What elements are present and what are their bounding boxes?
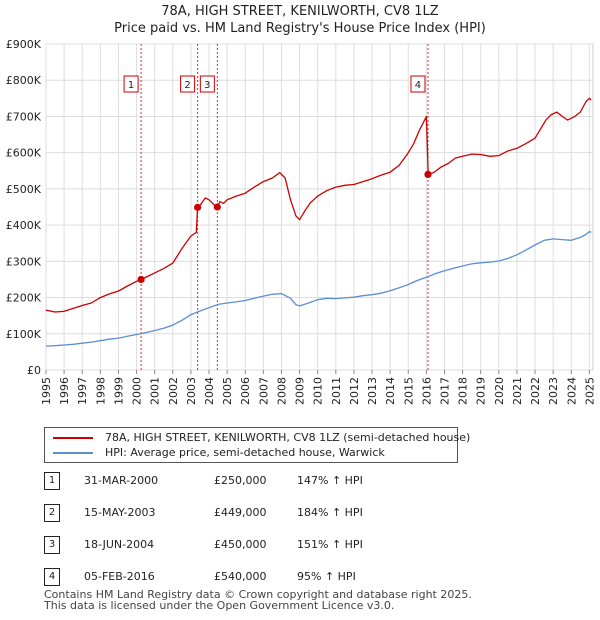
title-line-1: 78A, HIGH STREET, KENILWORTH, CV8 1LZ bbox=[161, 4, 439, 19]
price-chart: £0 £100K £200K £300K £400K £500K £600K £700K £80… bbox=[6, 38, 597, 405]
x-tick-label: 2019 bbox=[475, 377, 488, 405]
series bbox=[45, 97, 592, 347]
grid bbox=[45, 43, 594, 371]
sale-label-box bbox=[180, 75, 196, 93]
chart-title: 78A, HIGH STREET, KENILWORTH, CV8 1LZ Pr… bbox=[0, 3, 600, 37]
legend-label-property: 78A, HIGH STREET, KENILWORTH, CV8 1LZ (s… bbox=[105, 431, 471, 444]
row-number-badge: 2 bbox=[44, 504, 60, 522]
x-tick-label: 2005 bbox=[221, 377, 234, 405]
row-hpi: 147% ↑ HPI bbox=[297, 474, 363, 487]
y-tick-label: £800K bbox=[6, 74, 42, 87]
x-tick-label: 2018 bbox=[457, 377, 470, 405]
row-hpi: 184% ↑ HPI bbox=[297, 506, 363, 519]
x-tick-label: 2006 bbox=[239, 377, 252, 405]
legend-swatch-property bbox=[53, 437, 93, 439]
row-number-badge: 1 bbox=[44, 472, 60, 490]
x-tick-label: 2002 bbox=[167, 377, 180, 405]
sale-label-number: 3 bbox=[204, 80, 210, 91]
table-row: 3 18-JUN-2004 £450,000 151% ↑ HPI bbox=[44, 536, 464, 556]
sale-label-box bbox=[123, 75, 139, 93]
x-tick-label: 2022 bbox=[529, 377, 542, 405]
x-tick-label: 2023 bbox=[547, 377, 560, 405]
x-tick-label: 2020 bbox=[493, 377, 506, 405]
sale-label-box bbox=[199, 75, 215, 93]
x-tick-label: 1996 bbox=[58, 377, 71, 405]
x-tick-label: 2013 bbox=[366, 377, 379, 405]
x-tick-label: 2009 bbox=[294, 377, 307, 405]
sale-label-box bbox=[410, 75, 426, 93]
footer: Contains HM Land Registry data © Crown c… bbox=[44, 589, 472, 611]
x-tick-label: 2016 bbox=[420, 377, 433, 405]
x-tick-label: 2001 bbox=[149, 377, 162, 405]
x-tick-label: 2010 bbox=[312, 377, 325, 405]
sale-points bbox=[137, 170, 432, 284]
x-tick-label: 2007 bbox=[257, 377, 270, 405]
row-date: 15-MAY-2003 bbox=[84, 506, 156, 519]
table-row: 1 31-MAR-2000 £250,000 147% ↑ HPI bbox=[44, 472, 464, 492]
series-line-property bbox=[45, 97, 592, 313]
y-tick-label: £0 bbox=[27, 364, 41, 377]
x-tick-label: 2021 bbox=[511, 377, 524, 405]
series-line-hpi bbox=[45, 230, 592, 347]
plot-area bbox=[45, 43, 594, 371]
row-hpi: 151% ↑ HPI bbox=[297, 538, 363, 551]
row-price: £450,000 bbox=[214, 538, 267, 551]
y-tick-label: £100K bbox=[6, 328, 42, 341]
x-tick-label: 2000 bbox=[131, 377, 144, 405]
x-tick-label: 2011 bbox=[330, 377, 343, 405]
x-tick-label: 2024 bbox=[565, 377, 578, 405]
sale-label-number: 4 bbox=[415, 80, 421, 91]
x-tick-label: 2025 bbox=[583, 377, 596, 405]
row-price: £250,000 bbox=[214, 474, 267, 487]
sale-point bbox=[194, 203, 202, 211]
sale-label-number: 2 bbox=[184, 80, 190, 91]
y-tick-label: £200K bbox=[6, 292, 42, 305]
row-price: £540,000 bbox=[214, 570, 267, 583]
y-tick-label: £500K bbox=[6, 183, 42, 196]
x-tick-label: 1998 bbox=[94, 377, 107, 405]
sale-label-number: 1 bbox=[128, 80, 134, 91]
sale-labels: 1 2 3 4 bbox=[123, 75, 426, 93]
x-tick-label: 1997 bbox=[76, 377, 89, 405]
y-tick-label: £900K bbox=[6, 38, 42, 51]
table-row: 2 15-MAY-2003 £449,000 184% ↑ HPI bbox=[44, 504, 464, 524]
footer-line-1: Contains HM Land Registry data © Crown c… bbox=[44, 588, 472, 601]
x-tick-label: 2003 bbox=[185, 377, 198, 405]
x-tick-label: 2012 bbox=[348, 377, 361, 405]
x-tick-label: 2004 bbox=[203, 377, 216, 405]
axes: £0 £100K £200K £300K £400K £500K £600K £700K £80… bbox=[6, 38, 597, 405]
row-date: 18-JUN-2004 bbox=[84, 538, 155, 551]
sale-point bbox=[424, 170, 432, 178]
row-number-badge: 4 bbox=[44, 568, 60, 586]
row-hpi: 95% ↑ HPI bbox=[297, 570, 356, 583]
y-tick-label: £600K bbox=[6, 147, 42, 160]
x-tick-label: 2017 bbox=[438, 377, 451, 405]
row-date: 31-MAR-2000 bbox=[84, 474, 159, 487]
table-row: 4 05-FEB-2016 £540,000 95% ↑ HPI bbox=[44, 568, 464, 588]
sale-point bbox=[137, 275, 145, 284]
row-date: 05-FEB-2016 bbox=[84, 570, 155, 583]
title-line-2: Price paid vs. HM Land Registry's House … bbox=[114, 21, 486, 36]
x-tick-label: 2008 bbox=[275, 377, 288, 405]
legend-swatch-hpi bbox=[53, 452, 93, 454]
x-tick-label: 2014 bbox=[384, 377, 397, 405]
row-price: £449,000 bbox=[214, 506, 267, 519]
y-tick-label: £700K bbox=[6, 110, 42, 123]
row-number-badge: 3 bbox=[44, 536, 60, 554]
x-tick-label: 1999 bbox=[112, 377, 125, 405]
y-tick-label: £400K bbox=[6, 219, 42, 232]
legend-label-hpi: HPI: Average price, semi-detached house,… bbox=[105, 446, 385, 459]
x-tick-label: 2015 bbox=[402, 377, 415, 405]
footer-line-2: This data is licensed under the Open Gov… bbox=[44, 599, 395, 612]
y-tick-label: £300K bbox=[6, 255, 42, 268]
sale-point bbox=[213, 203, 221, 211]
legend: 78A, HIGH STREET, KENILWORTH, CV8 1LZ (s… bbox=[44, 427, 470, 463]
x-tick-label: 1995 bbox=[40, 377, 53, 405]
